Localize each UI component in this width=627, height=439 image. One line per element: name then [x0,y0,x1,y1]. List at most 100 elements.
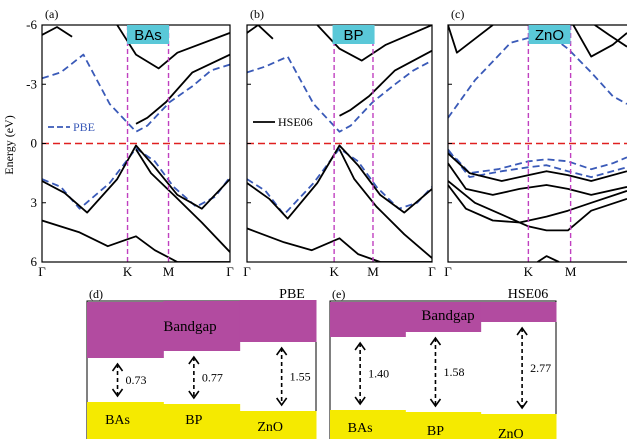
legend-bg [250,113,314,129]
y-tick-label: -3 [26,76,37,91]
panel-tag: (a) [45,7,58,21]
material-box [127,25,170,44]
y-tick-label: -6 [26,17,37,32]
material-box [528,25,571,44]
bandgap-panel-pbe: 0.73 BAs 0.77 BP 1.55 ZnO Bandgap (d) PBE [86,287,317,439]
conduction-band-zno [480,302,557,322]
kpoint-label: Γ [243,264,251,279]
y-tick-label: 0 [31,136,38,151]
band-structure-panels: 6 3 0 -3 -6 Γ K M Γ (a) BAs PBE Γ K M Γ (b) BP HSE06 Γ K M (c)… [26,7,627,279]
hse-band-7 [247,25,274,40]
y-axis-label: Energy (eV) [2,115,16,174]
kpoint-label: M [163,264,175,279]
conduction-band-zno [239,300,317,342]
gap-arrow-head-down [354,396,366,406]
band-panel-bas: 6 3 0 -3 -6 Γ K M Γ (a) BAs PBE [26,7,234,279]
hse-band-2 [42,144,230,214]
kpoint-label: Γ [226,264,234,279]
material-label-bp: BP [427,424,444,439]
pbe-band-0 [42,53,230,133]
gap-arrow-head-up [111,362,124,372]
material-label: BP [344,27,364,44]
material-label-zno: ZnO [498,427,524,439]
gap-arrow-head-down [188,390,200,400]
material-label: ZnO [535,27,564,44]
gap-arrow-head-up [354,341,366,351]
hse-band-4 [135,148,230,253]
hse-band-5 [247,227,432,262]
band-panel-zno: Γ K M (c) ZnO [444,7,627,279]
hse-band-5 [448,180,627,232]
conduction-band-bp [163,301,241,351]
hse-band-2 [247,144,432,220]
pbe-band-0 [247,55,432,133]
hse-band-8 [572,25,627,58]
panel-tag: (e) [332,287,345,301]
kpoint-label: Γ [428,264,436,279]
gap-arrow-head-up [275,346,288,356]
hse-band-10 [537,255,560,262]
plot-area [247,25,432,262]
material-label-zno: ZnO [257,420,283,435]
band-panel-bp: Γ K M Γ (b) BP HSE06 [243,7,436,279]
gap-value-bas: 1.40 [368,367,389,381]
y-tick-label: 6 [31,254,38,269]
hse-band-7 [448,25,494,54]
method-label: HSE06 [508,287,548,302]
hse-band-5 [42,219,230,262]
conduction-band-bas [330,302,406,337]
hse-band-3 [135,53,230,125]
material-label-bas: BAs [105,413,130,428]
panel-tag: (d) [89,287,103,301]
valence-band-bp [163,404,241,439]
valence-band-bas [87,402,164,439]
conduction-band-bas [87,302,164,358]
kpoint-label: K [524,264,534,279]
gap-value-zno: 2.77 [530,361,551,375]
y-tick-label: 3 [31,195,38,210]
gap-value-bp: 1.58 [443,365,464,379]
gap-arrow-head-down [516,400,528,410]
gap-arrow-head-down [111,388,124,398]
gap-value-zno: 1.55 [290,370,311,384]
hse-band-4 [338,148,432,259]
legend-label: PBE [73,120,95,134]
method-label: PBE [279,287,305,302]
valence-band-bp [405,412,482,439]
hse-band-7 [42,26,73,38]
pbe-band-1 [448,150,627,175]
gap-arrow-head-down [275,397,288,407]
valence-band-bas [330,410,406,439]
panel-tag: (c) [451,7,464,21]
kpoint-label: M [565,264,577,279]
legend-bg [45,118,103,134]
pbe-band-2 [448,148,627,179]
kpoint-label: M [367,264,379,279]
hse-band-3 [339,49,432,117]
material-label: BAs [134,27,162,44]
valence-band-zno [239,411,317,439]
pbe-band-0 [448,32,627,119]
pbe-band-1 [42,147,230,210]
kpoint-label: K [329,264,339,279]
hse-band-3 [448,152,627,182]
bandgap-panels: 0.73 BAs 0.77 BP 1.55 ZnO Bandgap (d) PBE 1.40 BAs… [86,287,557,439]
hse-band-6 [448,184,627,224]
bandgap-panel-hse06: 1.40 BAs 1.58 BP 2.77 ZnO Bandgap (e) HSE06 [329,287,557,439]
gap-value-bp: 0.77 [202,371,223,385]
legend-label: HSE06 [278,115,313,129]
gap-arrow-head-up [188,355,200,365]
conduction-band-bp [405,302,482,332]
gap-arrow-head-down [429,398,442,408]
gap-value-bas: 0.73 [126,373,147,387]
plot-area [42,25,230,262]
gap-arrow-head-up [516,326,528,336]
hse-band-6 [316,25,432,62]
hse-band-9 [594,25,627,48]
bandgap-label: Bandgap [163,319,216,335]
hse-band-6 [116,25,230,70]
plot-area [448,25,627,262]
gap-arrow-head-up [429,336,442,346]
panel-tag: (b) [250,7,264,21]
